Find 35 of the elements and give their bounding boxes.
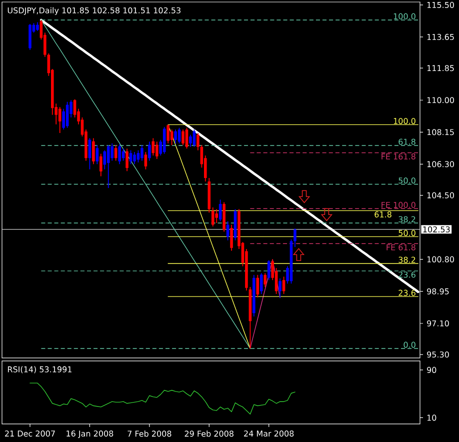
y-tick-label: 10 — [427, 414, 436, 421]
y-tick-label: 90 — [427, 366, 436, 373]
y-tick-label: 108.15 — [427, 129, 454, 136]
x-tick-label: 21 Dec 2007 — [5, 430, 55, 437]
series-label: 0.0 — [404, 342, 416, 348]
y-tick-label: 115.50 — [427, 2, 454, 8]
series-label: 50.0 — [398, 177, 416, 184]
series-label: FE 61.8 — [386, 244, 416, 250]
text: USDJPY,Daily 101.85 102.58 101.51 102.53 — [8, 7, 180, 15]
y-tick-label: 100.80 — [427, 256, 454, 262]
y-tick-label: 97.10 — [427, 320, 449, 326]
series-label: 61.8 — [374, 211, 392, 218]
y-tick-label: 111.85 — [427, 65, 454, 72]
series-label: 100.0 — [394, 13, 416, 20]
y-tick-label: 113.65 — [427, 34, 454, 40]
series-label: FE 161.8 — [382, 153, 416, 160]
series-label: 23.6 — [398, 290, 416, 296]
x-tick-label: 24 Mar 2008 — [244, 430, 294, 437]
text: RSI(14) 53.1991 — [8, 366, 72, 374]
x-tick-label: 7 Feb 2008 — [128, 430, 172, 437]
series-label: 61.8 — [398, 138, 416, 145]
series-label: 38.2 — [398, 216, 416, 222]
y-tick-label: 98.95 — [427, 288, 449, 294]
x-tick-label: 16 Jan 2008 — [66, 430, 114, 438]
y-tick-label: 104.50 — [427, 192, 454, 198]
x-tick-label: 29 Feb 2008 — [184, 430, 234, 437]
series-label: 100.0 — [394, 118, 416, 124]
ref-line-label: 102.53 — [423, 226, 450, 232]
y-tick-label: 110.00 — [427, 97, 454, 104]
series-label: 38.2 — [398, 256, 416, 263]
series-label: FE 100.0 — [382, 202, 416, 208]
y-tick-label: 106.30 — [427, 161, 454, 168]
series-label: 50.0 — [398, 230, 416, 236]
y-tick-label: 95.30 — [427, 351, 449, 358]
series-label: 23.6 — [398, 272, 416, 278]
